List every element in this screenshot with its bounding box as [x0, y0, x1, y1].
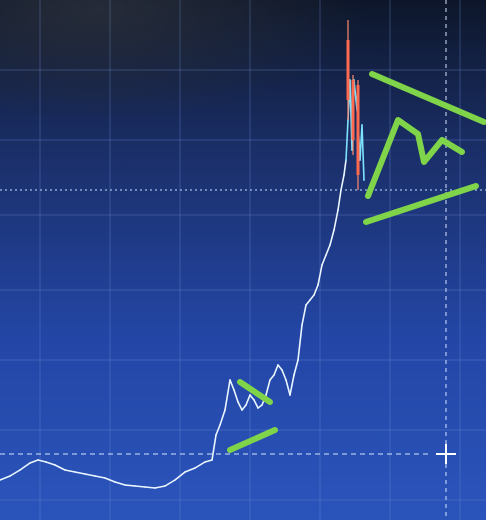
- data-point: [261, 404, 263, 406]
- data-point: [64, 469, 66, 471]
- data-point: [349, 79, 351, 81]
- data-point: [273, 374, 275, 376]
- annotation-small-bottom-line: [227, 427, 278, 453]
- data-point: [285, 379, 287, 381]
- data-point: [293, 374, 295, 376]
- data-point: [317, 284, 319, 286]
- data-point: [277, 364, 279, 366]
- data-point: [359, 159, 361, 161]
- data-point: [37, 459, 39, 461]
- data-point: [204, 461, 206, 463]
- data-point: [211, 459, 213, 461]
- data-point: [343, 174, 345, 176]
- data-point: [229, 379, 231, 381]
- annotation-bottom-line: [363, 183, 479, 225]
- data-point: [245, 404, 247, 406]
- data-point: [174, 479, 176, 481]
- data-point: [301, 324, 303, 326]
- data-point: [104, 477, 106, 479]
- data-point: [224, 409, 226, 411]
- data-point: [297, 359, 299, 361]
- data-point: [305, 304, 307, 306]
- data-point: [124, 484, 126, 486]
- data-point: [184, 471, 186, 473]
- candle-body: [356, 85, 360, 175]
- data-point: [241, 409, 243, 411]
- data-point: [325, 254, 327, 256]
- data-point: [54, 464, 56, 466]
- data-point: [309, 299, 311, 301]
- data-point: [154, 487, 156, 489]
- screen-glare: [0, 0, 486, 200]
- data-point: [321, 264, 323, 266]
- data-point: [269, 379, 271, 381]
- data-point: [134, 485, 136, 487]
- data-point: [257, 407, 259, 409]
- annotation-small-top-line: [237, 379, 273, 405]
- data-point: [144, 486, 146, 488]
- data-point: [74, 471, 76, 473]
- data-point: [355, 99, 357, 101]
- data-point: [333, 229, 335, 231]
- drawn-annotations: [227, 71, 486, 453]
- data-point: [345, 159, 347, 161]
- candle-body: [346, 40, 350, 100]
- data-point: [289, 394, 291, 396]
- data-point: [361, 124, 363, 126]
- data-point: [281, 369, 283, 371]
- data-point: [114, 481, 116, 483]
- annotation-top-line: [369, 71, 486, 125]
- data-point: [337, 209, 339, 211]
- data-point: [313, 294, 315, 296]
- candle-body: [351, 80, 355, 140]
- data-point: [164, 485, 166, 487]
- data-point: [253, 399, 255, 401]
- data-point: [363, 179, 365, 181]
- candles: [346, 20, 360, 190]
- data-point: [249, 394, 251, 396]
- data-point: [215, 434, 217, 436]
- data-point: [233, 389, 235, 391]
- data-point: [219, 424, 221, 426]
- data-point: [84, 473, 86, 475]
- data-point: [94, 475, 96, 477]
- data-point: [29, 462, 31, 464]
- data-point: [45, 461, 47, 463]
- data-point: [0, 479, 1, 481]
- data-point: [9, 475, 11, 477]
- data-point: [329, 244, 331, 246]
- data-point: [194, 467, 196, 469]
- data-point: [237, 401, 239, 403]
- data-point: [19, 469, 21, 471]
- annotation-zigzag: [365, 117, 465, 199]
